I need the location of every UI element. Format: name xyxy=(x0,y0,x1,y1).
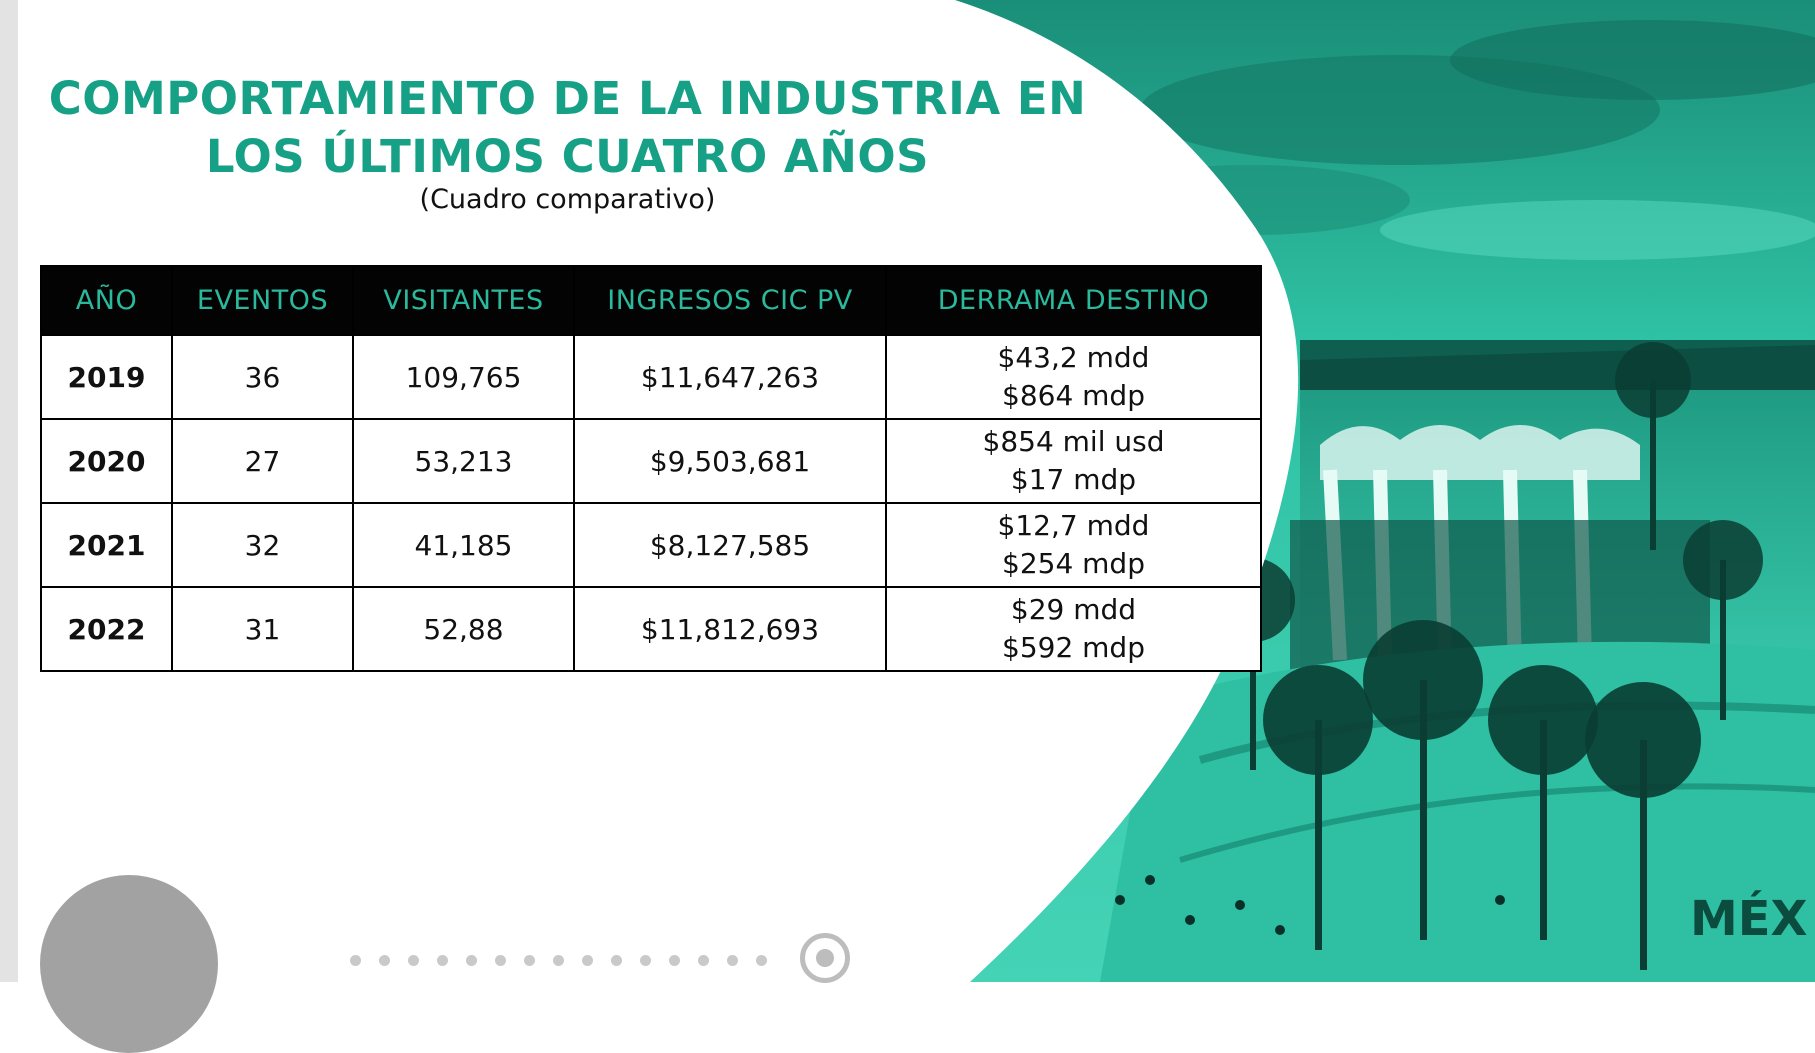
pager-dot xyxy=(379,955,390,966)
slide-subtitle: (Cuadro comparativo) xyxy=(419,184,716,215)
cell-events: 36 xyxy=(171,334,354,420)
slide-pager-dots xyxy=(350,955,767,966)
table-row: 2021 32 41,185 $8,127,585 $12,7 mdd $254… xyxy=(40,502,1262,588)
cell-visitors: 109,765 xyxy=(352,334,575,420)
table-row: 2022 31 52,88 $11,812,693 $29 mdd $592 m… xyxy=(40,586,1262,672)
left-edge-strip xyxy=(0,0,18,982)
cell-visitors: 53,213 xyxy=(352,418,575,504)
pager-dot xyxy=(756,955,767,966)
header-spillover: DERRAMA DESTINO xyxy=(885,265,1262,336)
cell-year: 2019 xyxy=(40,334,173,420)
title-line-2: LOS ÚLTIMOS CUATRO AÑOS xyxy=(205,130,930,183)
pager-dot xyxy=(582,955,593,966)
pager-dot xyxy=(437,955,448,966)
pager-dot xyxy=(408,955,419,966)
cell-spillover: $29 mdd $592 mdp xyxy=(885,586,1262,672)
pager-dot xyxy=(640,955,651,966)
cell-income: $9,503,681 xyxy=(573,418,887,504)
cell-income: $11,812,693 xyxy=(573,586,887,672)
header-events: EVENTOS xyxy=(171,265,354,336)
cell-events: 32 xyxy=(171,502,354,588)
pager-dot xyxy=(495,955,506,966)
spillover-usd: $29 mdd xyxy=(1010,593,1137,626)
cell-events: 27 xyxy=(171,418,354,504)
title-line-1: COMPORTAMIENTO DE LA INDUSTRIA EN xyxy=(48,72,1087,125)
pager-dot xyxy=(524,955,535,966)
cell-income: $11,647,263 xyxy=(573,334,887,420)
cell-year: 2022 xyxy=(40,586,173,672)
table-header-row: AÑO EVENTOS VISITANTES INGRESOS CIC PV D… xyxy=(40,265,1262,336)
table-row: 2019 36 109,765 $11,647,263 $43,2 mdd $8… xyxy=(40,334,1262,420)
cell-year: 2020 xyxy=(40,418,173,504)
cell-spillover: $854 mil usd $17 mdp xyxy=(885,418,1262,504)
pager-dot xyxy=(698,955,709,966)
cell-visitors: 52,88 xyxy=(352,586,575,672)
cell-visitors: 41,185 xyxy=(352,502,575,588)
cell-spillover: $43,2 mdd $864 mdp xyxy=(885,334,1262,420)
header-year: AÑO xyxy=(40,265,173,336)
table-row: 2020 27 53,213 $9,503,681 $854 mil usd $… xyxy=(40,418,1262,504)
pager-dot xyxy=(350,955,361,966)
photo-sign-text: MÉX xyxy=(1690,890,1808,947)
spillover-usd: $43,2 mdd xyxy=(997,341,1150,374)
header-visitors: VISITANTES xyxy=(352,265,575,336)
spillover-mxn: $17 mdp xyxy=(1010,463,1137,496)
target-ring-icon xyxy=(800,933,850,983)
spillover-mxn: $254 mdp xyxy=(1002,547,1145,580)
pager-dot xyxy=(611,955,622,966)
pager-dot xyxy=(553,955,564,966)
slide-title: COMPORTAMIENTO DE LA INDUSTRIA EN LOS ÚL… xyxy=(40,70,1095,186)
cell-events: 31 xyxy=(171,586,354,672)
pager-dot xyxy=(466,955,477,966)
comparison-table: AÑO EVENTOS VISITANTES INGRESOS CIC PV D… xyxy=(40,265,1262,672)
spillover-usd: $854 mil usd xyxy=(982,425,1165,458)
spillover-mxn: $864 mdp xyxy=(1002,379,1145,412)
pager-dot xyxy=(669,955,680,966)
decorative-grey-circle xyxy=(40,875,218,1053)
pager-dot xyxy=(727,955,738,966)
spillover-usd: $12,7 mdd xyxy=(997,509,1150,542)
cell-year: 2021 xyxy=(40,502,173,588)
spillover-mxn: $592 mdp xyxy=(1002,631,1145,664)
cell-income: $8,127,585 xyxy=(573,502,887,588)
cell-spillover: $12,7 mdd $254 mdp xyxy=(885,502,1262,588)
header-income: INGRESOS CIC PV xyxy=(573,265,887,336)
